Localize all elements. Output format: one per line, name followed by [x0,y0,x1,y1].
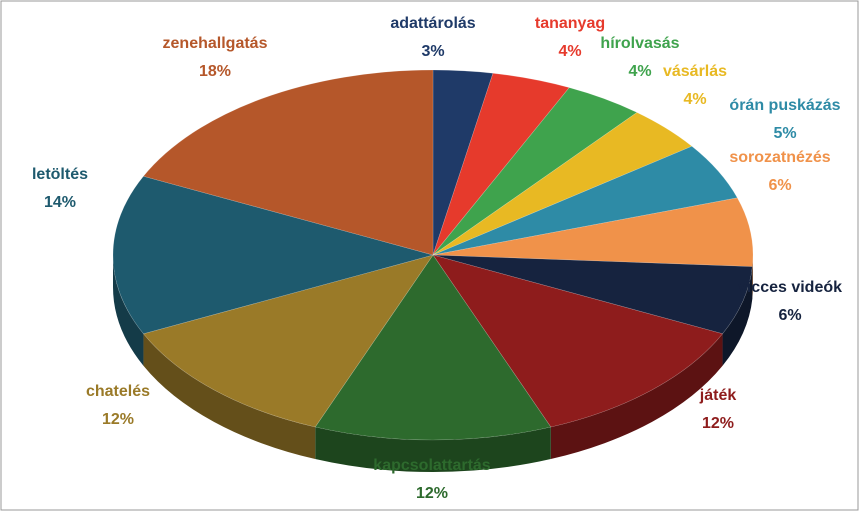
slice-label: kapcsolattartás [373,457,490,474]
slice-label: sorozatnézés [729,149,830,166]
pie-slice [432,254,753,335]
slice-label: hírolvasás [600,35,679,52]
slice-label: tananyag [535,15,605,32]
slice-value-label: 4% [683,91,706,108]
pie-slice [432,72,570,256]
slice-value-label: 12% [102,411,134,428]
slice-value-label: 14% [44,194,76,211]
slice-label: chatelés [86,383,150,400]
pie-slice [112,175,435,335]
pie-slice [314,254,552,441]
slice-value-label: 6% [768,177,791,194]
slice-value-label: 3% [421,43,444,60]
slice-value-label: 6% [778,307,801,324]
slice-label: játék [699,387,737,404]
pie-slice [432,87,638,256]
slice-value-label: 12% [702,415,734,432]
slice-label: vásárlás [663,63,727,80]
pie-slice [432,112,693,256]
pie-slice-side [143,333,316,460]
slice-value-label: 18% [199,63,231,80]
pie-slice-side [113,255,144,366]
slice-label: vicces videók [738,279,842,296]
pie-slice [432,197,754,267]
slice-label: zenehallgatás [163,35,268,52]
slice-label: letöltés [32,166,88,183]
pie-slice [432,69,494,256]
pie-slice-side [722,266,753,366]
slice-label: órán puskázás [729,97,840,114]
slice-value-label: 4% [558,43,581,60]
slice-value-label: 12% [416,485,448,502]
slice-value-label: 4% [628,63,651,80]
pie-slice-side [315,427,551,472]
pie-slice [142,69,434,256]
slice-label: adattárolás [390,15,475,32]
pie-slice-side [550,333,723,460]
slice-value-label: 5% [773,125,796,142]
pie-slice [142,254,434,428]
pie-slice [432,254,724,428]
pie-slice-side [752,255,753,299]
pie-slice [432,145,738,256]
